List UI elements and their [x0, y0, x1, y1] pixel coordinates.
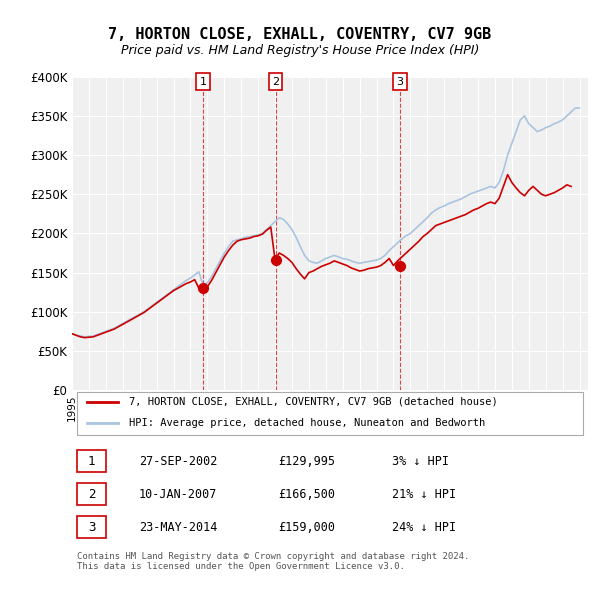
Text: 3: 3 [88, 520, 95, 533]
FancyBboxPatch shape [77, 392, 583, 435]
FancyBboxPatch shape [77, 483, 106, 505]
FancyBboxPatch shape [77, 450, 106, 472]
Text: 10-JAN-2007: 10-JAN-2007 [139, 488, 217, 501]
Text: 1: 1 [199, 77, 206, 87]
Text: Price paid vs. HM Land Registry's House Price Index (HPI): Price paid vs. HM Land Registry's House … [121, 44, 479, 57]
Text: 24% ↓ HPI: 24% ↓ HPI [392, 520, 456, 533]
Text: 2: 2 [88, 488, 95, 501]
Text: 7, HORTON CLOSE, EXHALL, COVENTRY, CV7 9GB: 7, HORTON CLOSE, EXHALL, COVENTRY, CV7 9… [109, 27, 491, 41]
Text: £166,500: £166,500 [278, 488, 335, 501]
Text: 7, HORTON CLOSE, EXHALL, COVENTRY, CV7 9GB (detached house): 7, HORTON CLOSE, EXHALL, COVENTRY, CV7 9… [129, 397, 497, 407]
Text: 3: 3 [397, 77, 404, 87]
Text: 21% ↓ HPI: 21% ↓ HPI [392, 488, 456, 501]
Text: 2: 2 [272, 77, 279, 87]
Text: £129,995: £129,995 [278, 455, 335, 468]
Text: 27-SEP-2002: 27-SEP-2002 [139, 455, 217, 468]
Text: 3% ↓ HPI: 3% ↓ HPI [392, 455, 449, 468]
Text: HPI: Average price, detached house, Nuneaton and Bedworth: HPI: Average price, detached house, Nune… [129, 418, 485, 428]
Text: Contains HM Land Registry data © Crown copyright and database right 2024.
This d: Contains HM Land Registry data © Crown c… [77, 552, 470, 571]
Text: 1: 1 [88, 455, 95, 468]
Text: 23-MAY-2014: 23-MAY-2014 [139, 520, 217, 533]
FancyBboxPatch shape [77, 516, 106, 538]
Text: £159,000: £159,000 [278, 520, 335, 533]
